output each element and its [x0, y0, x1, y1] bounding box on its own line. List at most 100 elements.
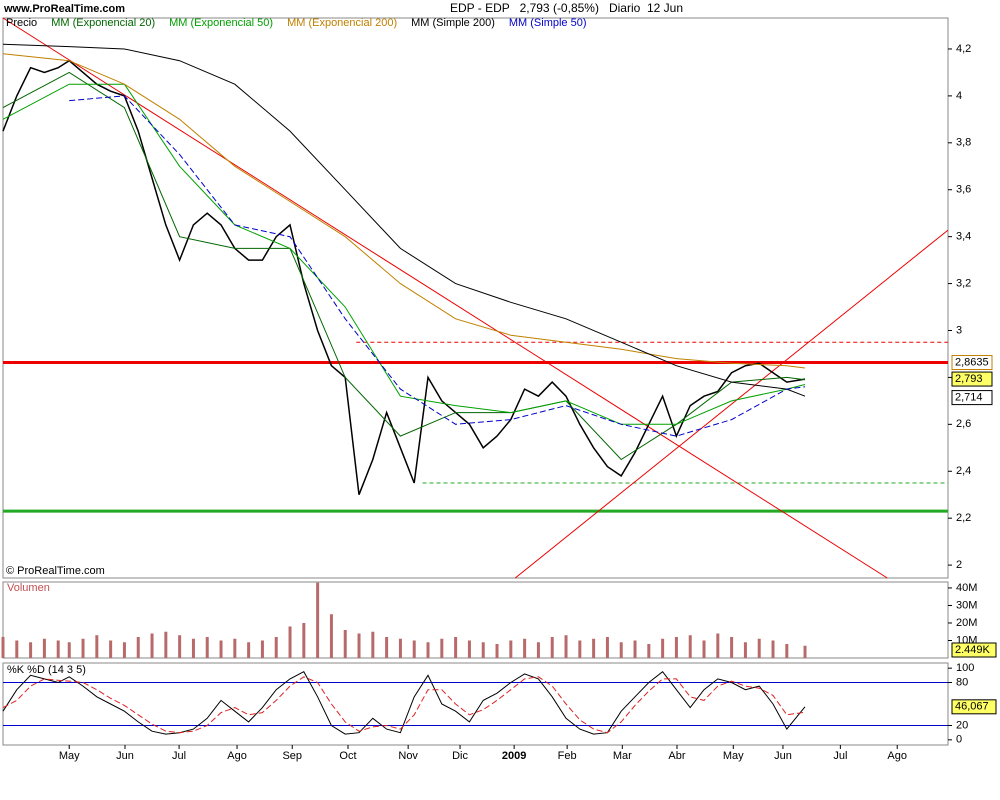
volume-bar — [164, 631, 168, 658]
volume-bar — [803, 645, 807, 658]
x-tick-label: Ago — [887, 750, 907, 762]
volume-bar — [509, 640, 513, 658]
price-box-label: 2,8635 — [955, 356, 989, 368]
x-tick-label: Dic — [452, 750, 468, 762]
series-line — [2, 43, 806, 397]
volume-bar — [260, 640, 264, 658]
volume-bar — [136, 636, 140, 658]
x-tick-label: Abr — [668, 750, 685, 762]
x-tick-label: Nov — [398, 750, 418, 762]
volume-bar — [385, 636, 389, 658]
site-name: www.ProRealTime.com — [3, 3, 125, 15]
x-tick-label: Sep — [282, 750, 302, 762]
volume-bar — [564, 635, 568, 658]
volume-bar — [771, 640, 775, 658]
volume-panel — [2, 581, 949, 659]
value-box-label: 2.449K — [955, 644, 991, 656]
price-box — [951, 355, 993, 371]
volume-bar — [454, 636, 458, 658]
volume-bar — [81, 638, 85, 658]
y-tick-label: 2,4 — [956, 465, 971, 477]
legend-entry: MM (Simple 200) — [411, 17, 495, 29]
volume-bar — [178, 635, 182, 658]
y-tick-label: 20M — [956, 617, 977, 629]
volume-bar — [205, 636, 209, 658]
legend-entry: MM (Simple 50) — [509, 17, 587, 29]
x-tick-label: Oct — [339, 750, 356, 762]
volume-bar — [661, 638, 665, 658]
volume-bar — [95, 635, 99, 658]
legend-entry: MM (Exponencial 50) — [169, 17, 273, 29]
volume-bar — [371, 631, 375, 658]
y-tick-label: 2,2 — [956, 512, 971, 524]
volume-bar — [592, 638, 596, 658]
legend-entry: Precio — [6, 17, 37, 29]
series-line — [2, 59, 806, 495]
volume-bar — [440, 638, 444, 658]
y-tick-label: 20 — [956, 719, 968, 731]
x-tick-label: Mar — [613, 750, 632, 762]
volume-bar — [495, 643, 499, 658]
trend-line — [2, 17, 888, 579]
price-box-label: 2,793 — [955, 373, 983, 385]
x-tick-label: Ago — [227, 750, 247, 762]
source: © ProRealTime.com — [6, 565, 105, 577]
volume-bar — [785, 643, 789, 658]
volume-bar — [730, 636, 734, 658]
y-tick-label: 4 — [956, 90, 962, 102]
value-box-label: 46,067 — [955, 701, 989, 713]
price-box — [951, 390, 993, 406]
volume-bar — [633, 640, 637, 658]
x-tick-label: May — [723, 750, 744, 762]
y-tick-label: 0 — [956, 734, 962, 746]
x-tick-label: May — [59, 750, 80, 762]
volume-bar — [523, 638, 527, 658]
legend-entry: MM (Exponencial 20) — [51, 17, 155, 29]
x-tick-label: Jul — [172, 750, 186, 762]
volume-bar — [605, 636, 609, 658]
volume-bar — [316, 582, 320, 658]
volume-bar — [42, 638, 46, 658]
volume-bar — [233, 638, 237, 658]
x-tick-label: Jun — [116, 750, 134, 762]
price-panel — [2, 17, 949, 579]
volume-bar — [191, 638, 195, 658]
volume-bar — [550, 636, 554, 658]
volume-bar — [343, 629, 347, 658]
stochastic-panel — [2, 662, 949, 746]
y-tick-label: 3,2 — [956, 277, 971, 289]
y-tick-label: 3,4 — [956, 231, 971, 243]
y-tick-label: 80 — [956, 676, 968, 688]
volume-bar — [288, 626, 292, 658]
stochastic-title: %K %D (14 3 5) — [7, 664, 86, 676]
volume-bar — [109, 640, 113, 658]
series-line — [2, 71, 806, 461]
y-tick-label: 3,8 — [956, 137, 971, 149]
x-tick-label: Jul — [833, 750, 847, 762]
series-line — [2, 676, 806, 734]
volume-bar — [578, 640, 582, 658]
volume-bar — [688, 635, 692, 658]
volume-bar — [481, 642, 485, 658]
volume-bar — [702, 640, 706, 658]
volume-bar — [1, 636, 5, 658]
price-box — [951, 371, 993, 387]
volume-bar — [329, 614, 333, 658]
series-line — [69, 95, 806, 437]
volume-bar — [743, 642, 747, 658]
volume-bar — [716, 633, 720, 658]
volume-bar — [757, 638, 761, 658]
y-tick-label: 40M — [956, 582, 977, 594]
volume-bar — [467, 640, 471, 658]
volume-bar — [426, 642, 430, 658]
x-tick-label: 2009 — [502, 750, 526, 762]
price-box-label: 2,714 — [955, 391, 983, 403]
series-line — [2, 53, 806, 369]
volume-bar — [412, 640, 416, 658]
y-tick-label: 4,2 — [956, 43, 971, 55]
value-box — [951, 642, 997, 658]
volume-bar — [56, 640, 60, 658]
legend-entry: MM (Exponencial 200) — [287, 17, 397, 29]
x-tick-label: Jun — [774, 750, 792, 762]
